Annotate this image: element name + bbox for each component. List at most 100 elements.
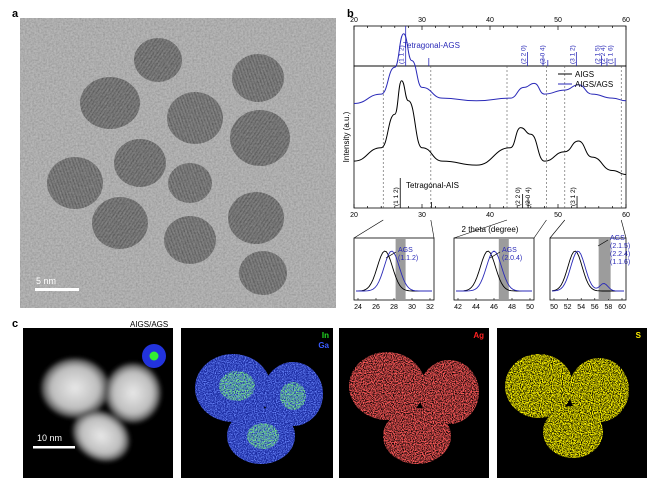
highlight-band [498,239,509,299]
legend-aigs: AIGS [575,70,594,79]
x-tick-label: 20 [350,212,358,219]
inset-label: (2.2.4) [610,251,630,258]
panel-label-a: a [12,8,19,20]
label-ga: Ga [318,341,329,350]
xrd-inset: 50 52 54 56 58 60 AGS(2.1.5)(2.2.4)(1.1.6) [549,235,630,311]
inset-tick-label: 56 [591,304,599,311]
scale-bar-c [33,446,75,449]
y-axis-label: Intensity (a.u.) [342,111,351,162]
agss-peak-label: (2 2 4) [600,45,607,64]
highlight-band [395,239,406,299]
inset-tick-label: 32 [426,304,434,311]
agss-peak-label: (2 1 5) [595,45,602,64]
inset-tick-label: 48 [508,304,516,311]
scale-bar-label-a: 5 nm [36,276,57,286]
agss-reference-name: Tetragonal-AGS [403,41,460,50]
connector-line [533,219,547,239]
inset-label: AGS [610,235,625,242]
connector-line [353,219,384,239]
top-tick-label: 60 [622,17,630,24]
scale-bar-label-c: 10 nm [37,433,63,443]
inset-tick-label: 54 [577,304,585,311]
inset-curve [551,250,624,292]
x-axis-label: 2 theta (degree) [462,225,519,234]
top-tick-label: 30 [418,17,426,24]
haadf-particles [41,358,161,462]
inset-tick-label: 50 [526,304,534,311]
gallium-signal [195,354,323,464]
silver-signal [349,352,479,464]
tem-image: 5 nm [20,18,336,308]
x-tick-label: 50 [554,212,562,219]
inset-label: AGS [502,247,517,254]
agss-reference-box [353,25,627,67]
inset-tick-label: 30 [408,304,416,311]
map-in-ga-labels: In Ga [318,331,329,351]
top-tick-label: 50 [554,17,562,24]
top-axis-ticks [353,26,627,30]
highlight-band [598,239,611,299]
top-tick-label: 20 [350,17,358,24]
panel-label-c: c [12,318,19,330]
connector-line [620,219,627,239]
haadf-image: 10 nm [23,328,173,478]
label-in: In [321,331,329,340]
inset-arrow [597,239,609,247]
map-s: S [497,328,647,478]
inset-label: (2.0.4) [502,255,522,262]
series-aigs-ags-line [353,33,627,104]
inset-connector-lines [353,219,627,239]
inset-label: (1.1.6) [610,259,630,266]
inset-label: AGS [398,247,413,254]
agss-peak-label: (1 1 6) [607,45,614,64]
x-tick-label: 40 [486,212,494,219]
connector-line [430,219,435,239]
inset-label: (2.1.5) [610,243,630,250]
x-tick-label: 60 [622,212,630,219]
inset-frame [549,237,627,301]
panel-label-b: b [347,8,354,20]
inset-tick-label: 50 [550,304,558,311]
ais-reference-name: Tetragonal-AIS [406,181,459,190]
sulfur-signal [505,354,629,458]
inset-tick-label: 52 [564,304,572,311]
inset-tick-label: 60 [618,304,626,311]
inset-arrow [385,251,397,259]
series-aigs-line [353,80,627,175]
inset-tick-label: 24 [354,304,362,311]
xrd-inset: 42 44 46 48 50 AGS(2.0.4) [453,237,535,311]
top-tick-label: 40 [486,17,494,24]
inset-tick-label: 42 [454,304,462,311]
inset-tick-label: 26 [372,304,380,311]
xrd-chart: AIGS AIGS/AGS Intensity (a.u.) 2 theta (… [342,17,630,311]
ais-reference-lines [399,178,578,208]
tem-image-graphic [20,18,336,308]
ais-peak-labels: (1 1 2) (2 2 0) (2 0 4) (3 1 2) [393,187,577,206]
inset-tick-label: 44 [472,304,480,311]
ais-peak-label: (2 0 4) [525,187,532,206]
connector-line [549,219,566,239]
inset-curve [355,250,432,292]
xrd-inset: 24 26 28 30 32 AGS(1.1.2) [353,237,435,311]
legend-aigs-ags: AIGS/AGS [575,80,613,89]
agss-peak-label: (1 1 2) [399,45,406,64]
scale-bar-a [35,288,79,291]
x-tick-labels: 20 30 40 50 60 [350,212,630,219]
haadf-title: AIGS/AGS [130,320,169,329]
bottom-axis-ticks [353,204,627,208]
legend: AIGS AIGS/AGS [558,70,613,89]
agss-peak-label: (2 0 4) [539,45,546,64]
x-tick-label: 30 [418,212,426,219]
agss-reference-lines [405,26,616,66]
core-shell-icon [142,344,166,368]
map-in-ga: In Ga [181,328,333,478]
ais-peak-label: (1 1 2) [393,187,400,206]
inset-curve [456,250,532,292]
inset-tick-label: 46 [490,304,498,311]
agss-peak-labels: (1 1 2) (2 2 0) (2 0 4) (3 1 2) (2 1 5)(2 2 … [399,45,615,64]
agss-peak-label: (2 2 0) [520,45,527,64]
inset-label: (1.1.2) [398,255,418,262]
ais-peak-label: (2 2 0) [515,187,522,206]
inset-arrow [489,251,501,259]
